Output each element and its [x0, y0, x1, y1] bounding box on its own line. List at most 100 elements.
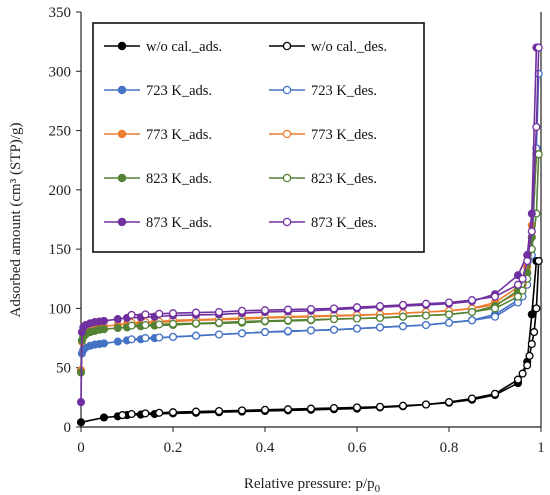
data-point: [283, 326, 293, 336]
data-point: [99, 339, 109, 348]
data-point: [168, 332, 178, 341]
data-point: [527, 227, 536, 236]
data-point: [525, 351, 534, 360]
x-tick-label: 0: [77, 440, 85, 456]
data-point: [329, 325, 339, 334]
legend-label: 873 K_ads.: [146, 215, 212, 231]
series-873-k-des-: [127, 43, 543, 319]
legend-item: 823 K_ads.: [104, 171, 212, 187]
data-point: [421, 311, 431, 320]
data-point: [467, 316, 477, 325]
data-point: [444, 298, 454, 307]
data-point: [127, 321, 136, 330]
data-point: [329, 304, 339, 313]
x-tick-label: 0.8: [440, 440, 459, 456]
data-point: [155, 333, 164, 342]
y-tick-label: 0: [64, 420, 72, 436]
data-point: [237, 329, 247, 338]
data-point: [398, 401, 408, 410]
legend-item: 723 K_des.: [269, 83, 377, 99]
data-point: [467, 394, 477, 403]
data-point: [113, 337, 122, 346]
legend-label: w/o cal._des.: [311, 39, 387, 55]
legend-swatch-marker: [117, 41, 127, 51]
y-tick-label: 50: [56, 361, 71, 377]
y-tick-label: 100: [49, 301, 72, 317]
data-point: [375, 402, 385, 411]
data-point: [329, 403, 339, 413]
data-point: [530, 328, 539, 337]
data-point: [260, 306, 270, 315]
data-point: [155, 320, 164, 329]
data-point: [421, 320, 431, 330]
axes: 0 50 100 150 200 250 300 350 0 0.2 0.4 0.6 0.8 1: [49, 5, 545, 456]
data-point: [306, 326, 316, 335]
series-823-k-des-: [127, 150, 543, 330]
y-tick-label: 300: [49, 64, 72, 80]
data-point: [375, 313, 385, 322]
data-point: [375, 323, 385, 332]
data-point: [513, 375, 523, 384]
legend: w/o cal._ads. w/o cal._des. 723 K_ads. 723 …: [92, 22, 425, 253]
data-point: [532, 304, 541, 313]
legend-box: [92, 22, 425, 253]
data-point: [118, 411, 127, 420]
data-point: [467, 296, 477, 305]
series-723-k-des-: [127, 69, 543, 344]
y-tick-label: 150: [49, 242, 72, 258]
legend-swatch-marker: [117, 129, 127, 139]
legend-label: 773 K_ads.: [146, 127, 212, 143]
legend-swatch-marker: [282, 41, 292, 51]
legend-swatch-marker: [117, 217, 127, 227]
data-point: [76, 398, 86, 407]
data-point: [306, 404, 316, 413]
legend-swatch-marker: [282, 129, 292, 139]
data-point: [155, 408, 164, 417]
data-point: [444, 318, 454, 327]
data-point: [214, 307, 224, 317]
x-tick-label: 0.4: [256, 440, 275, 456]
x-tick-label: 0.6: [348, 440, 367, 456]
data-point: [518, 274, 527, 283]
y-tick-label: 350: [49, 5, 72, 21]
legend-label: 723 K_des.: [311, 83, 377, 99]
data-point: [534, 256, 543, 266]
legend-item: w/o cal._ads.: [104, 39, 222, 55]
data-point: [260, 316, 270, 325]
legend-label: 773 K_des.: [311, 127, 377, 143]
legend-item: 873 K_des.: [269, 215, 377, 231]
data-point: [444, 310, 454, 319]
legend-item: 773 K_ads.: [104, 127, 212, 143]
data-point: [191, 331, 201, 340]
data-point: [155, 309, 164, 318]
series-w-o-cal-des-: [118, 256, 543, 420]
data-point: [99, 325, 109, 334]
y-tick-label: 200: [49, 183, 72, 199]
y-axis-title: Adsorbed amount (cm³ (STP)/g): [8, 123, 24, 318]
data-point: [113, 315, 122, 324]
data-point: [141, 409, 150, 418]
data-point: [518, 369, 527, 378]
data-point: [99, 316, 109, 325]
data-point: [168, 309, 178, 318]
legend-swatch-marker: [282, 85, 292, 95]
legend-label: 723 K_ads.: [146, 83, 212, 99]
legend-swatch-marker: [282, 217, 292, 227]
data-point: [421, 299, 431, 308]
data-point: [352, 303, 362, 312]
data-point: [237, 317, 247, 326]
data-point: [99, 413, 109, 422]
data-point: [214, 330, 224, 339]
x-axis-title-subscript: 0: [375, 483, 381, 495]
legend-swatch-marker: [117, 85, 127, 95]
data-point: [237, 306, 247, 315]
data-point: [534, 150, 543, 159]
legend-label: 823 K_des.: [311, 171, 377, 187]
data-point: [283, 405, 293, 414]
data-point: [527, 310, 536, 319]
data-point: [352, 314, 362, 323]
x-tick-label: 0.2: [164, 440, 183, 456]
legend-item: 873 K_ads.: [104, 215, 212, 231]
data-point: [518, 286, 527, 295]
